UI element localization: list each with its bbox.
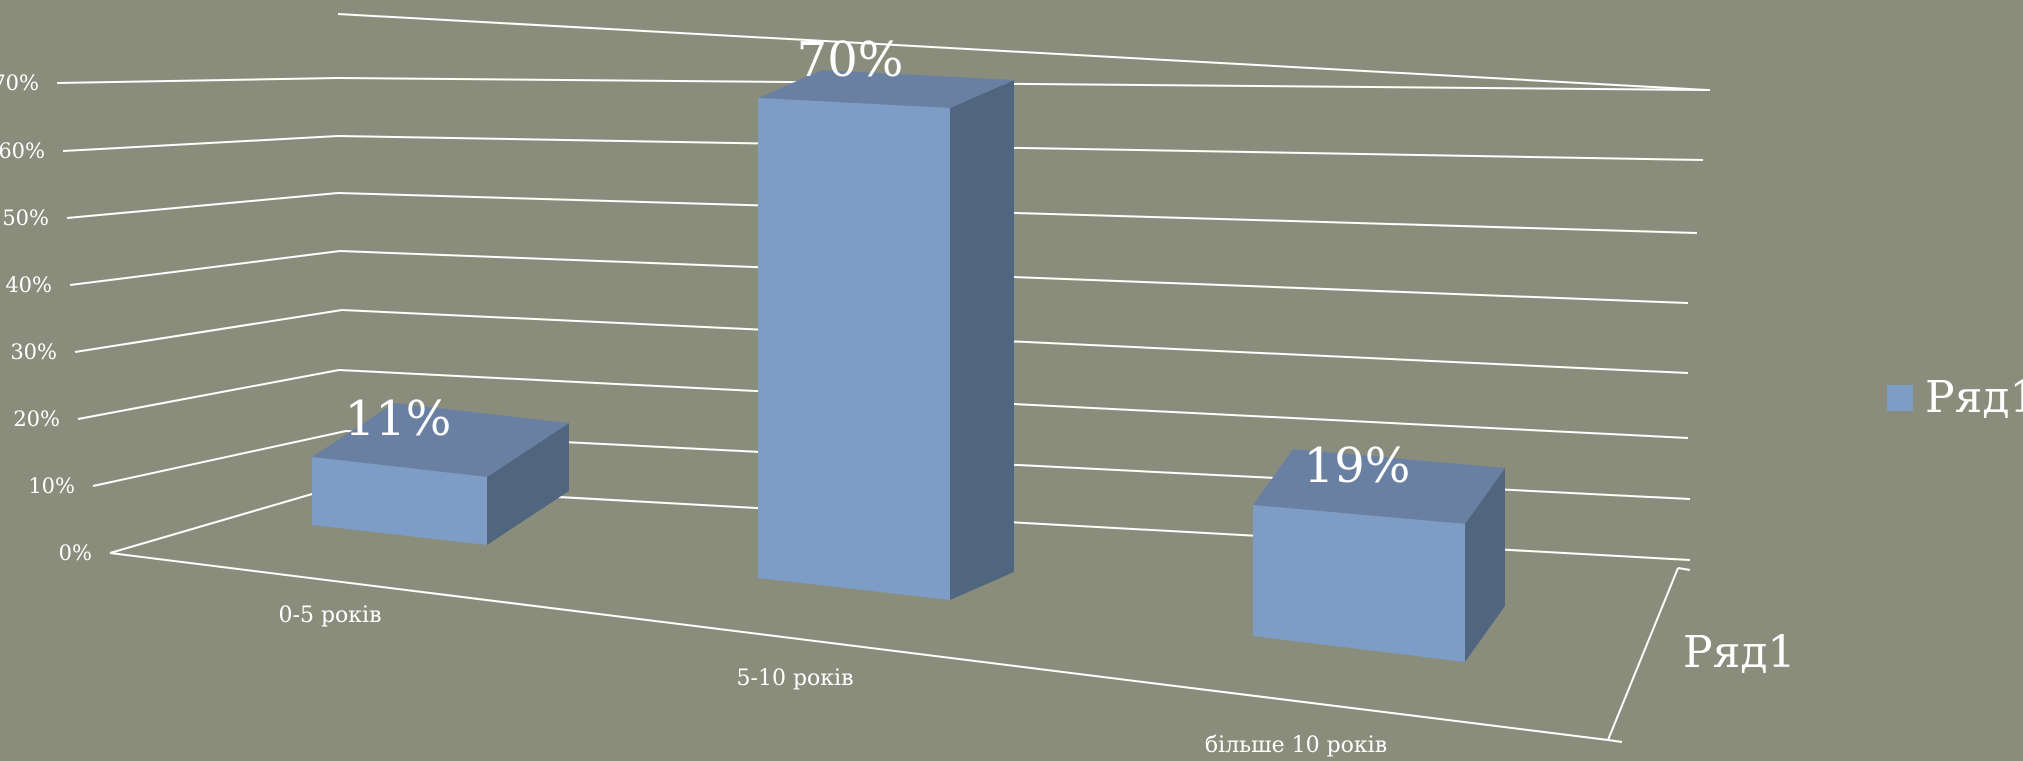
gridline-left-1 <box>92 430 347 487</box>
x-axis-front <box>109 552 1609 741</box>
y-tick-label: 0% <box>59 541 92 565</box>
x-category-label: більше 10 років <box>1205 733 1387 758</box>
gridline-left-4 <box>69 250 341 286</box>
y-tick-label: 20% <box>13 407 60 431</box>
data-label: 70% <box>797 32 904 88</box>
axes <box>109 552 1691 743</box>
gridline-left-6 <box>62 135 339 152</box>
y-tick-label: 10% <box>28 474 75 498</box>
gridline-left-5 <box>66 192 339 219</box>
y-tick-label: 30% <box>10 340 57 364</box>
data-label: 11% <box>345 391 452 447</box>
legend-swatch <box>1887 385 1913 411</box>
y-tick-label: 60% <box>0 139 45 163</box>
bar-top-face <box>1253 449 1505 524</box>
data-label: 19% <box>1304 438 1411 494</box>
bar-front-face <box>758 98 950 600</box>
legend: Ряд1 <box>1887 372 2023 423</box>
bars <box>312 70 1505 662</box>
gridline-left-2 <box>77 369 340 420</box>
gridline-top <box>337 13 1708 91</box>
gridline-left-0 <box>109 484 344 554</box>
y-tick-label: 70% <box>0 71 39 95</box>
y-tick-label: 40% <box>5 273 52 297</box>
bar-front-face <box>1253 505 1465 662</box>
bar-0 <box>312 403 569 545</box>
gridline-left-7 <box>56 77 339 84</box>
bar-1 <box>758 70 1014 600</box>
gridline-back-7 <box>337 77 1711 91</box>
y-tick-label: 50% <box>2 206 49 230</box>
bar-side-face <box>1465 468 1505 662</box>
bar-front-face <box>312 457 487 545</box>
gridline-back-5 <box>337 192 1698 234</box>
bar-side-face <box>950 80 1014 600</box>
legend-label: Ряд1 <box>1925 372 2023 423</box>
x-category-label: 5-10 років <box>737 666 854 691</box>
gridline-back-6 <box>337 135 1704 161</box>
bar-2 <box>1253 449 1505 662</box>
depth-axis-label: Ряд1 <box>1683 627 1795 678</box>
x-category-label: 0-5 років <box>279 603 382 628</box>
labels: 0% 10% 20% 30% 40% 50% 60% 70% 11% 0-5 років 70% 5-… <box>0 32 1410 758</box>
depth-axis-tick-front <box>1607 739 1623 743</box>
bar-top-face <box>758 70 1014 108</box>
depth-axis-tick-back <box>1677 567 1691 571</box>
gridline-back-3 <box>341 309 1689 374</box>
depth-axis <box>1607 567 1679 741</box>
bar-top-face <box>312 403 569 477</box>
gridline-left-3 <box>74 309 343 353</box>
bar-side-face <box>487 423 569 545</box>
